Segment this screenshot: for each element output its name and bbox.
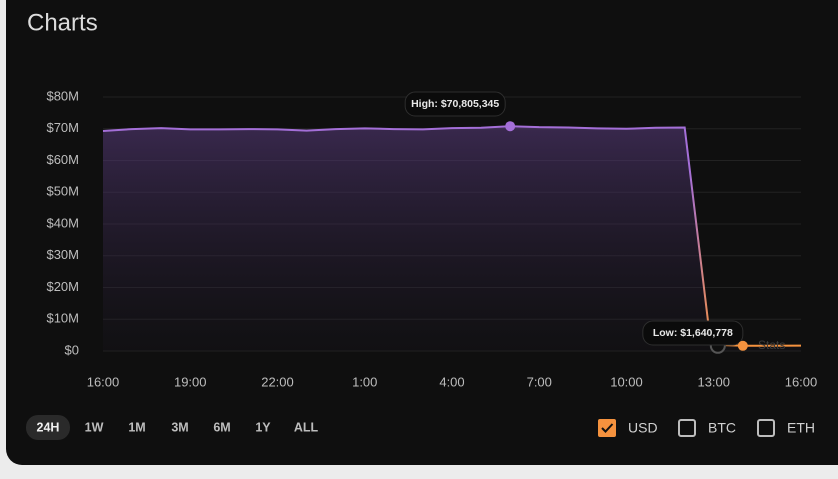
x-tick-label: 19:00 [174,374,207,389]
range-button[interactable]: 3M [171,420,188,434]
checkbox[interactable] [757,419,775,437]
checkbox-label[interactable]: USD [628,420,658,436]
checkbox[interactable] [598,419,616,437]
x-tick-label: 16:00 [87,374,120,389]
range-button[interactable]: 6M [213,420,230,434]
checkbox-label[interactable]: BTC [708,420,736,436]
x-tick-label: 7:00 [527,374,552,389]
checkmark[interactable] [601,423,614,433]
overlay-text: Stats [758,338,785,352]
point-marker [737,340,748,351]
line [102,125,802,347]
tooltip-box [404,91,506,117]
page-title: Charts [27,9,98,36]
x-tick-label: 4:00 [439,374,464,389]
x-tick-label: 13:00 [697,374,730,389]
checkbox[interactable] [678,419,696,437]
y-tick-label: $20M [46,279,79,294]
x-tick-label: 10:00 [610,374,643,389]
range-button[interactable]: 1M [128,420,145,434]
y-tick-label: $80M [46,88,79,103]
tooltip-text: High: $70,805,345 [411,98,499,110]
range-button[interactable]: 1Y [255,420,271,434]
range-button[interactable]: 1W [85,420,104,434]
y-tick-label: $0 [65,342,79,357]
x-tick-label: 22:00 [261,374,294,389]
range-button[interactable]: 24H [37,420,60,434]
y-tick-label: $40M [46,215,79,230]
checkbox-label[interactable]: ETH [787,420,815,436]
y-tick-label: $50M [46,184,79,199]
x-tick-label: 16:00 [785,374,818,389]
y-tick-label: $30M [46,247,79,262]
x-tick-label: 1:00 [352,374,377,389]
range-button[interactable]: ALL [294,420,319,434]
tooltip-box [642,320,744,346]
y-tick-label: $10M [46,311,79,326]
area [103,126,801,352]
y-tick-label: $70M [46,120,79,135]
tooltip-text: Low: $1,640,778 [653,327,733,339]
range-button-bg[interactable] [26,415,70,440]
y-tick-label: $60M [46,152,79,167]
point-marker [505,121,516,132]
